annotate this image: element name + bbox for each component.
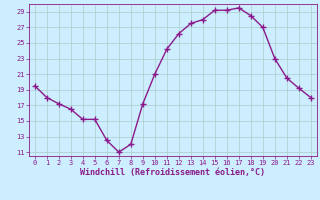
- X-axis label: Windchill (Refroidissement éolien,°C): Windchill (Refroidissement éolien,°C): [80, 168, 265, 177]
